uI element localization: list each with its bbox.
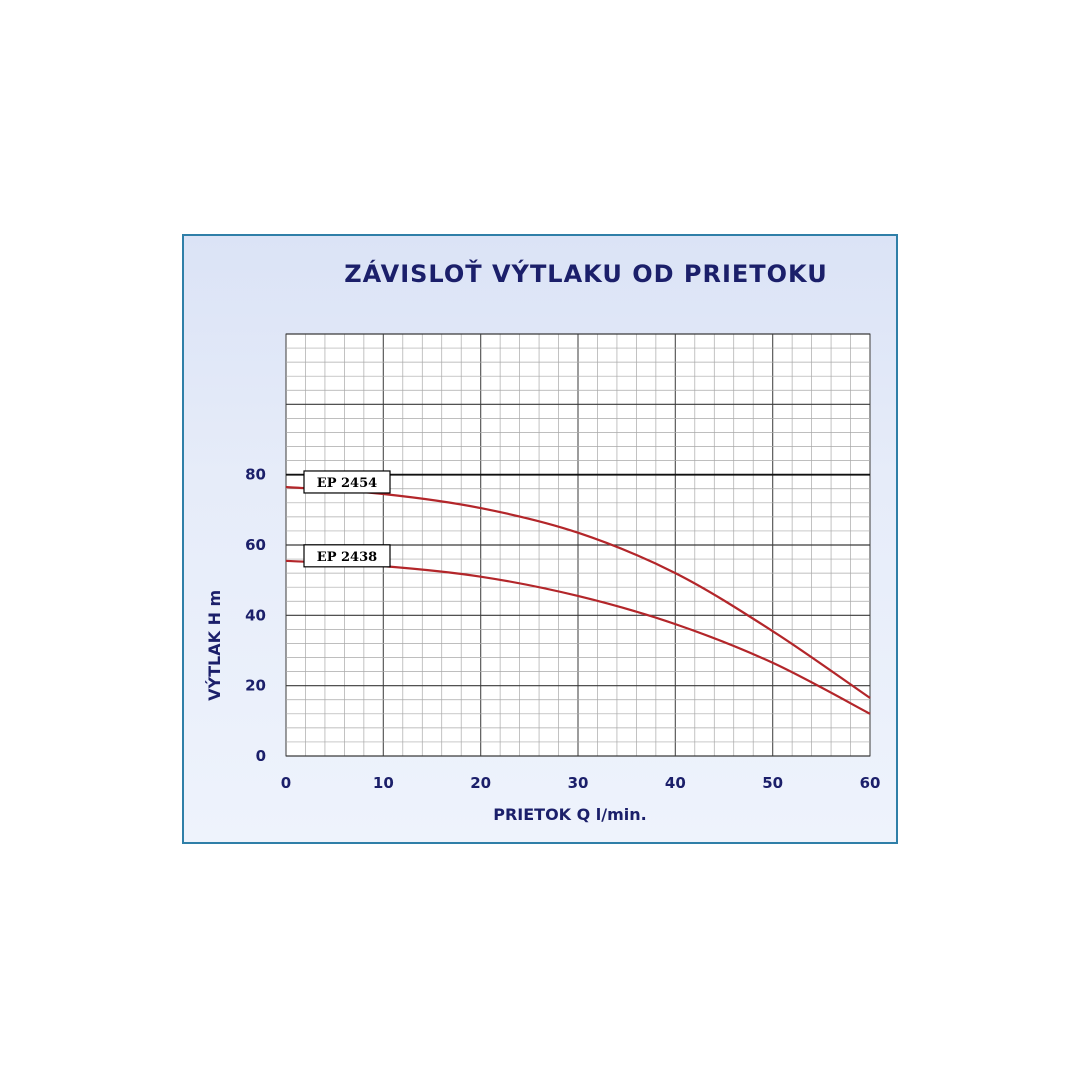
- series-label-box: [303, 470, 391, 494]
- chart-title: ZÁVISLOŤ VÝTLAKU OD PRIETOKU: [344, 260, 828, 288]
- y-axis-title: VÝTLAK H m: [205, 590, 224, 701]
- x-tick-label: 40: [665, 774, 686, 792]
- series-label-text: EP 2438: [317, 550, 377, 565]
- y-tick-label: 40: [245, 606, 266, 624]
- x-tick-label: 20: [470, 774, 491, 792]
- ticks-layer: 0 10 20 30 40 50 60 0 20 40 60 80: [245, 466, 880, 792]
- series-line-ep-2454: [285, 485, 871, 699]
- labels-layer: EP 2454 EP 2438: [303, 470, 391, 568]
- y-tick-label: 0: [256, 747, 266, 765]
- y-tick-label: 80: [245, 466, 266, 484]
- chart-svg: EP 2454 EP 2438 0 10 20 30 40 50 60 0 20 40 60 80 PR…: [205, 333, 880, 824]
- x-tick-label: 60: [860, 774, 881, 792]
- x-tick-label: 10: [373, 774, 394, 792]
- y-tick-label: 20: [245, 677, 266, 695]
- x-tick-label: 0: [281, 774, 291, 792]
- chart-panel: EP 2454 EP 2438 0 10 20 30 40 50 60 0 20 40 60 80 PR…: [182, 234, 898, 844]
- x-tick-label: 50: [762, 774, 783, 792]
- x-tick-label: 30: [568, 774, 589, 792]
- series-label-text: EP 2454: [317, 476, 377, 491]
- y-tick-label: 60: [245, 536, 266, 554]
- x-axis-title: PRIETOK Q l/min.: [493, 805, 647, 824]
- series-label-box: [303, 544, 391, 568]
